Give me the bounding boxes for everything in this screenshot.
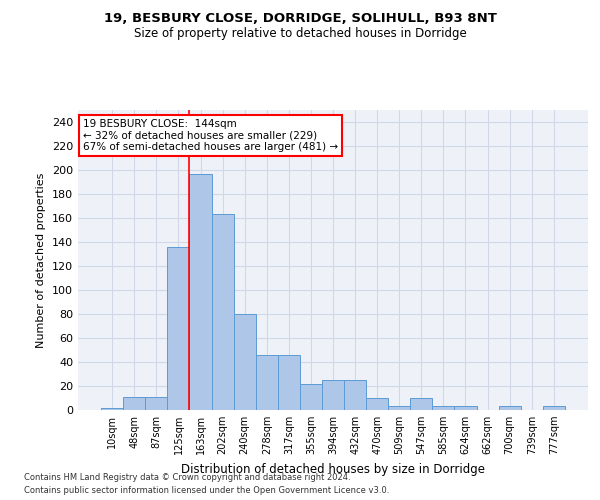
Bar: [256, 355, 278, 410]
Bar: [433, 406, 454, 410]
Bar: [322, 380, 344, 410]
Bar: [167, 247, 190, 410]
Bar: [123, 397, 145, 410]
Y-axis label: Number of detached properties: Number of detached properties: [37, 172, 46, 348]
Bar: [212, 214, 233, 410]
X-axis label: Distribution of detached houses by size in Dorridge: Distribution of detached houses by size …: [181, 462, 485, 475]
Text: Contains public sector information licensed under the Open Government Licence v3: Contains public sector information licen…: [24, 486, 389, 495]
Text: 19, BESBURY CLOSE, DORRIDGE, SOLIHULL, B93 8NT: 19, BESBURY CLOSE, DORRIDGE, SOLIHULL, B…: [104, 12, 496, 26]
Text: Contains HM Land Registry data © Crown copyright and database right 2024.: Contains HM Land Registry data © Crown c…: [24, 474, 350, 482]
Bar: [543, 406, 565, 410]
Bar: [190, 174, 212, 410]
Bar: [278, 355, 300, 410]
Text: Size of property relative to detached houses in Dorridge: Size of property relative to detached ho…: [134, 28, 466, 40]
Bar: [101, 408, 123, 410]
Bar: [233, 314, 256, 410]
Bar: [388, 406, 410, 410]
Bar: [499, 406, 521, 410]
Bar: [300, 384, 322, 410]
Bar: [410, 398, 433, 410]
Bar: [145, 397, 167, 410]
Bar: [454, 406, 476, 410]
Text: 19 BESBURY CLOSE:  144sqm
← 32% of detached houses are smaller (229)
67% of semi: 19 BESBURY CLOSE: 144sqm ← 32% of detach…: [83, 119, 338, 152]
Bar: [366, 398, 388, 410]
Bar: [344, 380, 366, 410]
